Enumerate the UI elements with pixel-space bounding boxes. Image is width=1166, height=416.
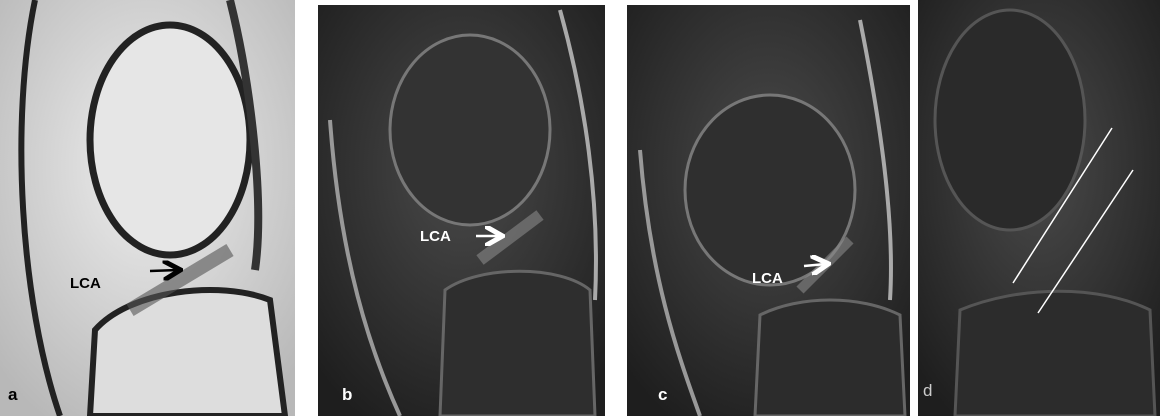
panel-label: b (342, 385, 352, 404)
panel-d: d (918, 0, 1160, 416)
panel-a: LCA a (0, 0, 295, 416)
femoral-condyle (933, 8, 1087, 232)
contour (558, 9, 598, 301)
tibia (86, 287, 289, 416)
femoral-condyle (388, 33, 552, 227)
panel-c: LCA c (627, 5, 910, 416)
arrow (803, 264, 826, 266)
annotation: LCA (70, 275, 101, 292)
femoral-condyle (86, 21, 254, 259)
ligament (476, 210, 544, 265)
panel-label: d (923, 381, 932, 400)
panel-b: LCA b (318, 5, 605, 416)
guide-line (1012, 127, 1113, 284)
tibia (953, 289, 1157, 416)
contour (638, 149, 702, 416)
panel-label: c (658, 385, 667, 404)
panel-label: a (8, 385, 18, 404)
annotation: LCA (420, 228, 451, 245)
contour (328, 119, 402, 416)
tibia (753, 298, 907, 416)
guide-line (1037, 169, 1134, 314)
contour (18, 0, 63, 416)
contour (226, 0, 263, 271)
annotation: LCA (752, 270, 783, 287)
tibia (438, 269, 597, 416)
femoral-condyle (683, 93, 857, 287)
contour (858, 19, 893, 301)
arrow (149, 270, 178, 271)
